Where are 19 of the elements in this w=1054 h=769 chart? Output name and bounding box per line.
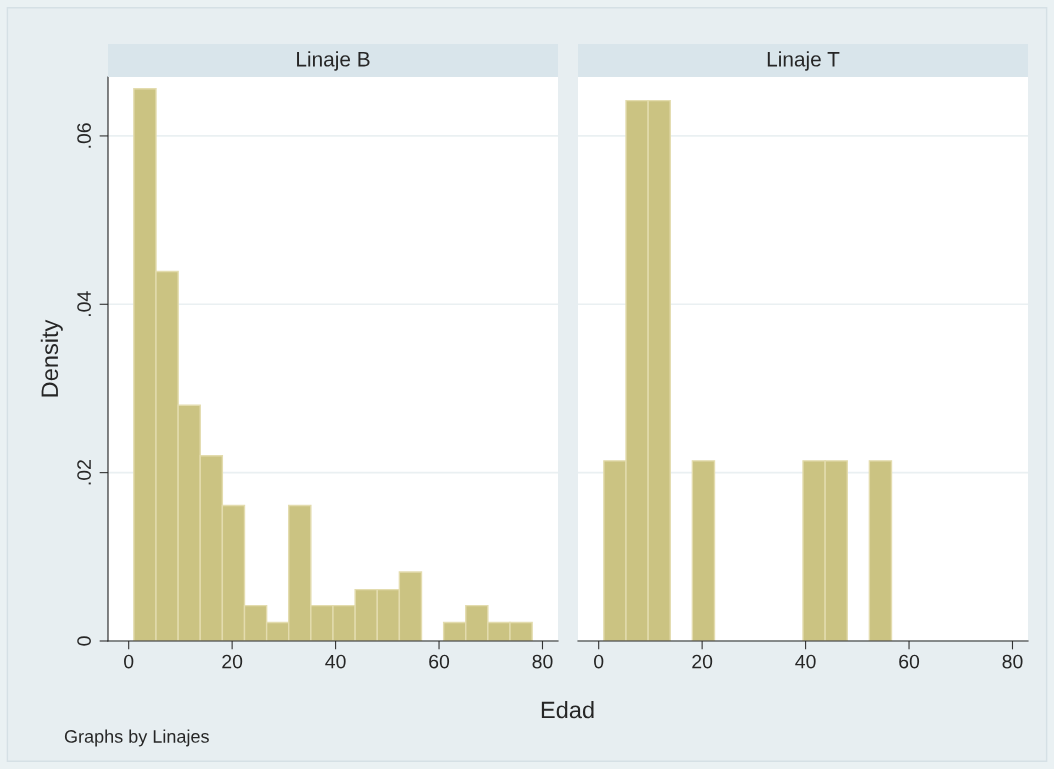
x-tick-label: 40 [795, 654, 816, 669]
chart-title: Linaje T [767, 51, 840, 71]
x-tick-label: 0 [594, 654, 604, 669]
chart-title: Linaje B [297, 51, 370, 71]
x-tick-label: 60 [899, 654, 920, 669]
y-tick-label: .02 [77, 460, 91, 485]
y-tick-label: .06 [77, 123, 91, 148]
x-tick-label: 80 [1002, 654, 1023, 669]
x-tick-label: 40 [325, 654, 346, 669]
x-tick-label: 60 [429, 654, 450, 669]
x-tick-label: 80 [532, 654, 553, 669]
y-tick-label: .04 [77, 291, 91, 317]
x-tick-label: 20 [692, 654, 713, 669]
x-axis-title: Edad [541, 700, 594, 719]
text: Graphs by Linajes [64, 729, 209, 747]
y-tick-label: 0 [77, 636, 91, 646]
x-tick-label: 20 [222, 654, 243, 669]
y-axis-title: Density [40, 319, 63, 397]
x-tick-label: 0 [124, 654, 134, 669]
